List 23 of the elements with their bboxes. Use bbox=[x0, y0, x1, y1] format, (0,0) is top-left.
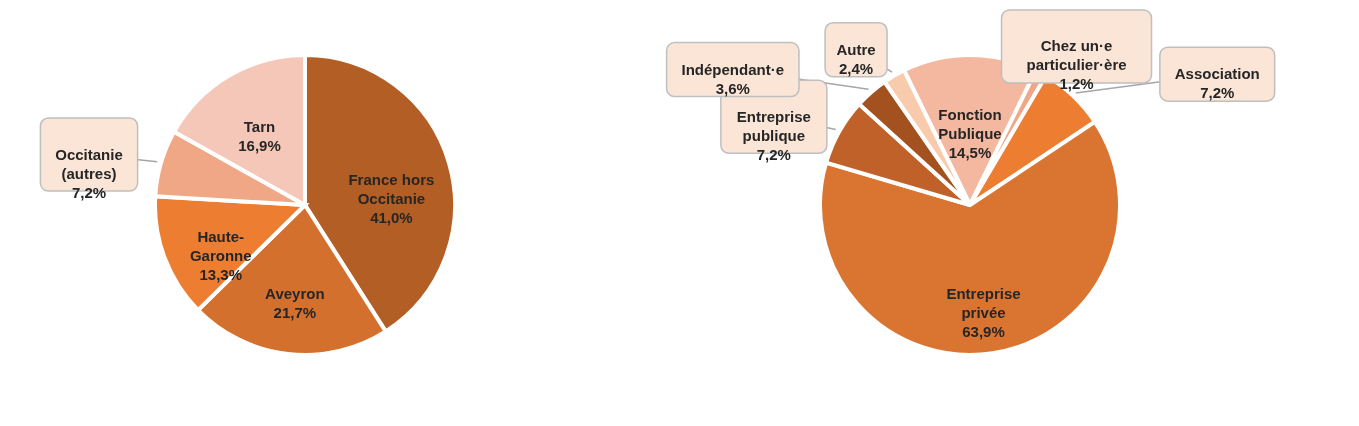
slice-label: Association bbox=[1174, 65, 1260, 83]
slice-label: Autre bbox=[836, 40, 876, 58]
data-label: 1,2% bbox=[1059, 75, 1094, 93]
data-label: 2,4% bbox=[838, 59, 874, 77]
slice-label: Occitanie (autres) bbox=[55, 145, 123, 182]
data-label: 21,7% bbox=[273, 304, 317, 322]
data-label: 41,0% bbox=[370, 208, 413, 226]
slice-label: Haute-Garonne bbox=[189, 227, 252, 264]
slice-label: Indépendant·e bbox=[681, 60, 785, 78]
data-label: 63,9% bbox=[962, 322, 1005, 340]
data-label: 7,2% bbox=[756, 145, 791, 163]
data-label: 14,5% bbox=[948, 144, 992, 161]
data-label: 3,6% bbox=[715, 79, 750, 97]
slice-label: Fonction Publique bbox=[938, 106, 1002, 142]
data-label: 16,9% bbox=[238, 137, 281, 155]
slice-label: Chez un·e particulier·ère bbox=[1026, 37, 1127, 74]
slice-label: France hors Occitanie bbox=[348, 170, 435, 207]
slice-label: Tarn bbox=[243, 118, 276, 136]
data-label: 7,2% bbox=[1200, 84, 1235, 102]
slice-label: Aveyron bbox=[265, 285, 325, 303]
slice-label: Entreprise privée bbox=[946, 284, 1021, 321]
slice-label: Entreprise publique bbox=[736, 107, 811, 144]
data-label: 7,2% bbox=[71, 183, 107, 201]
